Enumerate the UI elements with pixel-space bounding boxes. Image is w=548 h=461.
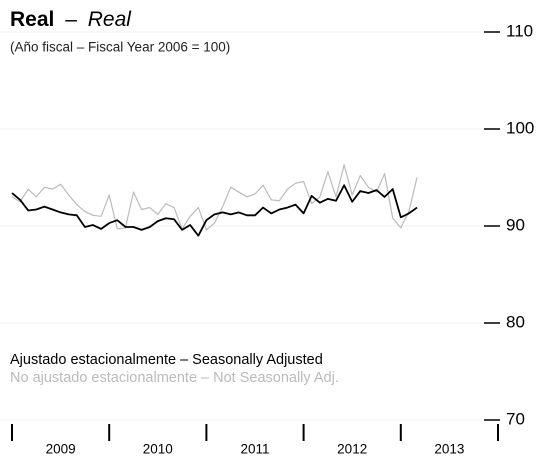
- x-tick-label: 2009: [46, 442, 76, 457]
- x-tick-label: 2011: [240, 442, 269, 457]
- subtitle: (Año fiscal – Fiscal Year 2006 = 100): [10, 40, 230, 55]
- chart-title: Real – Real: [10, 8, 132, 31]
- title-sep: –: [65, 8, 77, 31]
- y-tick-label: 80: [506, 312, 525, 331]
- y-tick-label: 90: [506, 215, 525, 234]
- series-line: [11, 184, 418, 237]
- y-tick-label: 110: [506, 21, 533, 40]
- legend-entry: Ajustado estacionalmente – Seasonally Ad…: [10, 352, 323, 368]
- x-tick-label: 2012: [337, 442, 367, 457]
- x-tick-label: 2013: [434, 442, 464, 457]
- legend-entry: No ajustado estacionalmente – Not Season…: [10, 370, 339, 386]
- y-tick-label: 100: [506, 118, 534, 137]
- x-tick-label: 2010: [143, 442, 173, 457]
- title-es: Real: [10, 8, 54, 31]
- y-tick-label: 70: [506, 409, 525, 428]
- title-en: Real: [88, 8, 133, 31]
- series-line: [11, 164, 418, 231]
